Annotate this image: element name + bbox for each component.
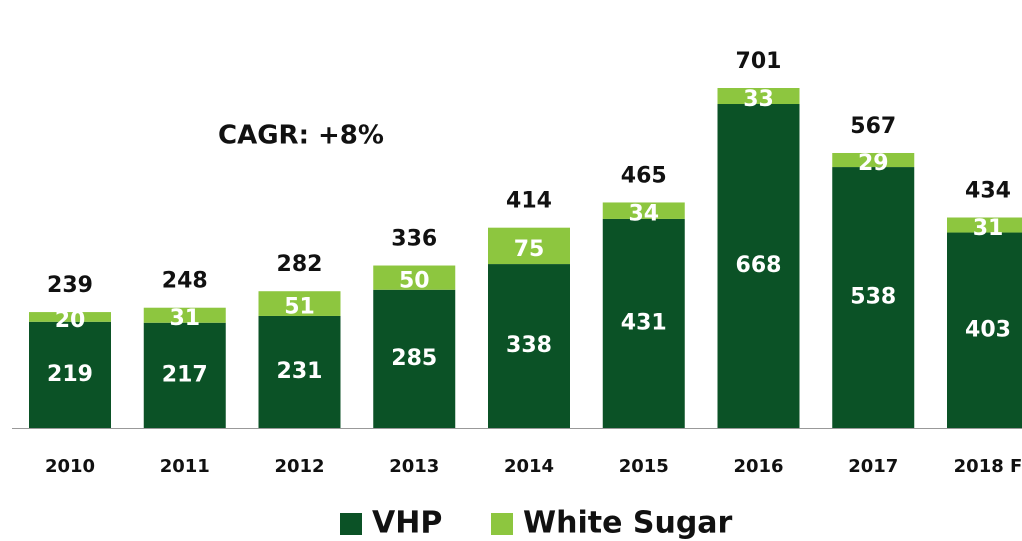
total-label: 434 — [965, 179, 1011, 204]
annotation: CAGR: +8% — [218, 121, 384, 151]
segment-label: 231 — [277, 359, 323, 384]
bar-segment — [29, 321, 111, 428]
total-label: 248 — [162, 269, 208, 294]
segment-label: 668 — [736, 253, 782, 278]
x-tick-label: 2015 — [619, 456, 669, 477]
bar-segment — [832, 152, 915, 168]
bar-segment — [947, 217, 1022, 233]
bar-segment — [143, 322, 226, 428]
x-tick-label: 2018 F — [954, 456, 1022, 477]
total-label: 567 — [850, 114, 896, 139]
bar-segment — [258, 315, 341, 428]
x-tick-label: 2017 — [848, 456, 898, 477]
segment-label: 50 — [399, 269, 430, 294]
x-tick-label: 2014 — [504, 456, 554, 477]
segment-label: 219 — [47, 362, 93, 387]
segment-label: 285 — [391, 346, 437, 371]
segment-label: 217 — [162, 362, 208, 387]
x-tick-label: 2011 — [160, 456, 210, 477]
bar-segment — [832, 167, 915, 429]
legend-swatch — [491, 513, 513, 535]
legend-label: VHP — [372, 506, 442, 541]
segment-label: 51 — [284, 295, 315, 320]
x-tick-label: 2010 — [45, 456, 95, 477]
segment-label: 33 — [743, 87, 774, 112]
segment-label: 538 — [850, 285, 896, 310]
bar-segment — [717, 104, 800, 428]
segment-label: 34 — [628, 202, 659, 227]
bar-segment — [488, 227, 570, 265]
bar-segment — [373, 265, 456, 290]
bar-segment — [373, 289, 456, 428]
total-label: 414 — [506, 189, 552, 214]
bar-segment — [717, 88, 800, 105]
bar-segment — [143, 307, 226, 323]
segment-label: 75 — [514, 237, 545, 262]
bar-segment — [602, 218, 685, 428]
total-label: 701 — [736, 49, 782, 74]
x-tick-label: 2013 — [389, 456, 439, 477]
bar-segment — [602, 202, 685, 219]
bar-segment — [258, 291, 341, 316]
segment-label: 31 — [169, 306, 200, 331]
segment-label: 29 — [858, 151, 889, 176]
legend-label: White Sugar — [523, 506, 733, 541]
segment-label: 431 — [621, 310, 667, 335]
total-label: 336 — [391, 227, 437, 252]
segment-label: 338 — [506, 333, 552, 358]
x-tick-label: 2016 — [733, 456, 783, 477]
total-label: 465 — [621, 163, 667, 188]
segment-label: 403 — [965, 317, 1011, 342]
segment-label: 31 — [973, 216, 1004, 241]
total-label: 282 — [277, 252, 323, 277]
total-label: 239 — [47, 273, 93, 298]
bar-segment — [488, 264, 570, 428]
legend-swatch — [340, 513, 362, 535]
x-tick-label: 2012 — [274, 456, 324, 477]
bar-segment — [947, 232, 1022, 428]
segment-label: 20 — [55, 308, 86, 333]
bar-segment — [29, 312, 111, 322]
